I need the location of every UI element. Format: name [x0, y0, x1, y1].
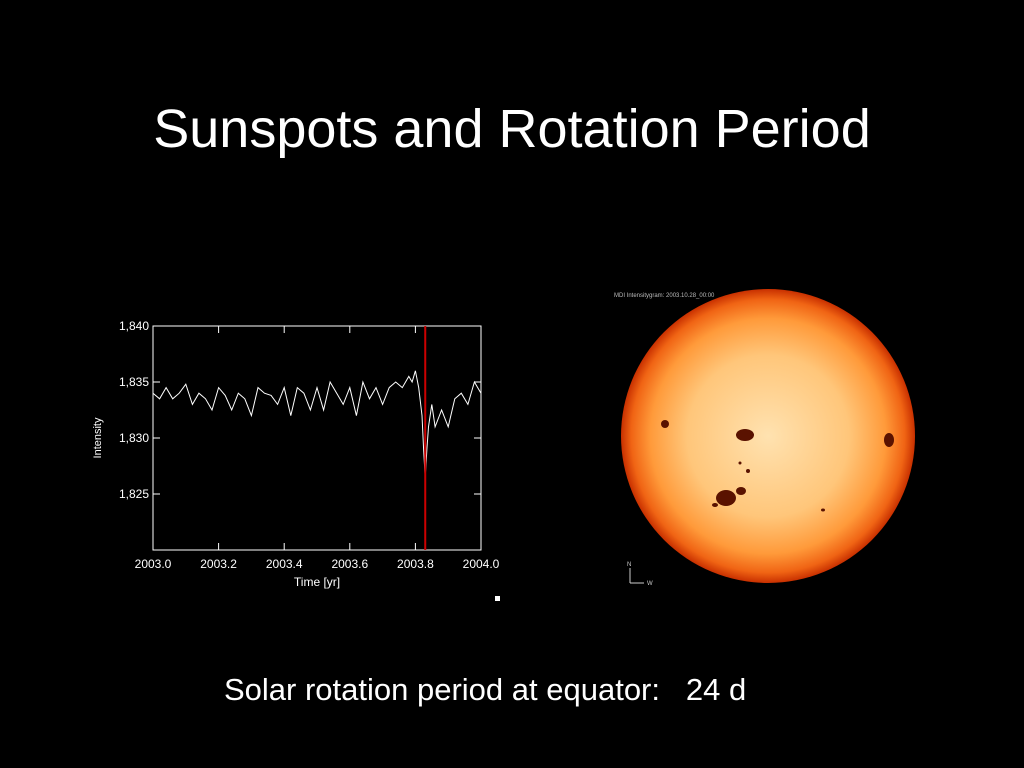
intensity-series-line	[152, 370, 482, 478]
sunspot	[746, 469, 750, 473]
caption-label: Solar rotation period at equator:	[224, 672, 660, 707]
x-tick-label: 2003.2	[200, 557, 237, 571]
intensity-chart: 1,840 1,835 1,830 1,825 2003.0 2003.2 2003.4 20…	[92, 319, 500, 589]
sunspot	[661, 420, 669, 428]
sunspot	[712, 503, 718, 507]
x-tick-label: 2003.0	[135, 557, 172, 571]
y-axis-label: Intensity	[92, 417, 104, 458]
x-tick-label: 2004.0	[463, 557, 500, 571]
sunspot	[736, 429, 754, 441]
caption: Solar rotation period at equator: 24 d	[224, 672, 746, 708]
sunspot	[716, 490, 736, 506]
y-tick-label: 1,825	[119, 487, 149, 501]
y-tick-label: 1,840	[119, 319, 149, 333]
sunspot	[821, 508, 825, 512]
caption-value: 24 d	[685, 672, 747, 707]
sun-intensitygram: MDI Intensitygram: 2003.10.28_00:00 N W	[614, 289, 915, 587]
x-tick-label: 2003.6	[331, 557, 368, 571]
sun-header-label: MDI Intensitygram: 2003.10.28_00:00	[614, 293, 715, 299]
y-tick-label: 1,835	[119, 375, 149, 389]
compass-n-label: N	[627, 562, 631, 568]
sunspot	[736, 487, 746, 495]
slide-title: Sunspots and Rotation Period	[153, 99, 871, 159]
compass-icon	[629, 568, 644, 584]
x-tick-label: 2003.4	[266, 557, 303, 571]
sunspot	[884, 433, 894, 447]
sunspot	[738, 461, 742, 465]
x-axis-label: Time [yr]	[294, 575, 340, 589]
y-tick-label: 1,830	[119, 431, 149, 445]
compass-w-label: W	[647, 581, 653, 587]
x-tick-label: 2003.8	[397, 557, 434, 571]
plot-frame	[152, 325, 482, 551]
sun-disk	[621, 289, 915, 583]
sunspot-group	[661, 420, 894, 512]
stray-dot	[495, 596, 500, 601]
